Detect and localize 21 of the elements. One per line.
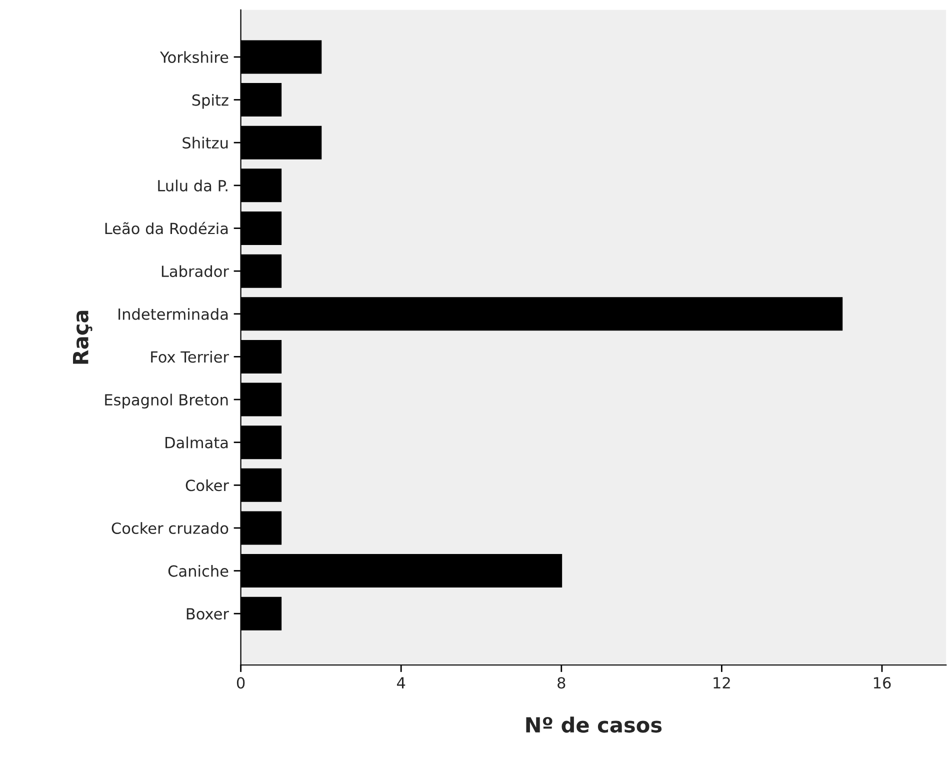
y-tick-label: Coker bbox=[186, 479, 229, 492]
y-tick-label: Espagnol Breton bbox=[105, 394, 228, 409]
y-tick-label: Indeterminada bbox=[118, 308, 228, 320]
y-tick-label: Yorkshire bbox=[160, 51, 228, 63]
y-tick-label: Lulu da P. bbox=[158, 180, 228, 192]
y-tick-label: Spitz bbox=[192, 94, 228, 109]
x-tick-label: 12 bbox=[714, 677, 730, 688]
y-tick-label: Labrador bbox=[162, 265, 229, 278]
y-tick-label: Boxer bbox=[186, 608, 229, 620]
x-tick-label: 8 bbox=[558, 677, 566, 689]
x-axis-title: Nº de casos bbox=[526, 716, 662, 733]
y-tick-label: Cocker cruzado bbox=[112, 522, 228, 534]
y-tick-label: Dalmata bbox=[166, 436, 228, 448]
y-axis-title: Raça bbox=[73, 310, 92, 364]
x-tick-label: 16 bbox=[874, 677, 891, 689]
y-tick-label: Fox Terrier bbox=[151, 350, 229, 363]
y-tick-label: Leão da Rodézia bbox=[105, 222, 228, 234]
y-tick-label: Caniche bbox=[168, 564, 228, 577]
x-tick-label: 0 bbox=[236, 677, 245, 689]
x-tick-label: 4 bbox=[396, 677, 406, 688]
y-tick-label: Shitzu bbox=[182, 136, 228, 149]
